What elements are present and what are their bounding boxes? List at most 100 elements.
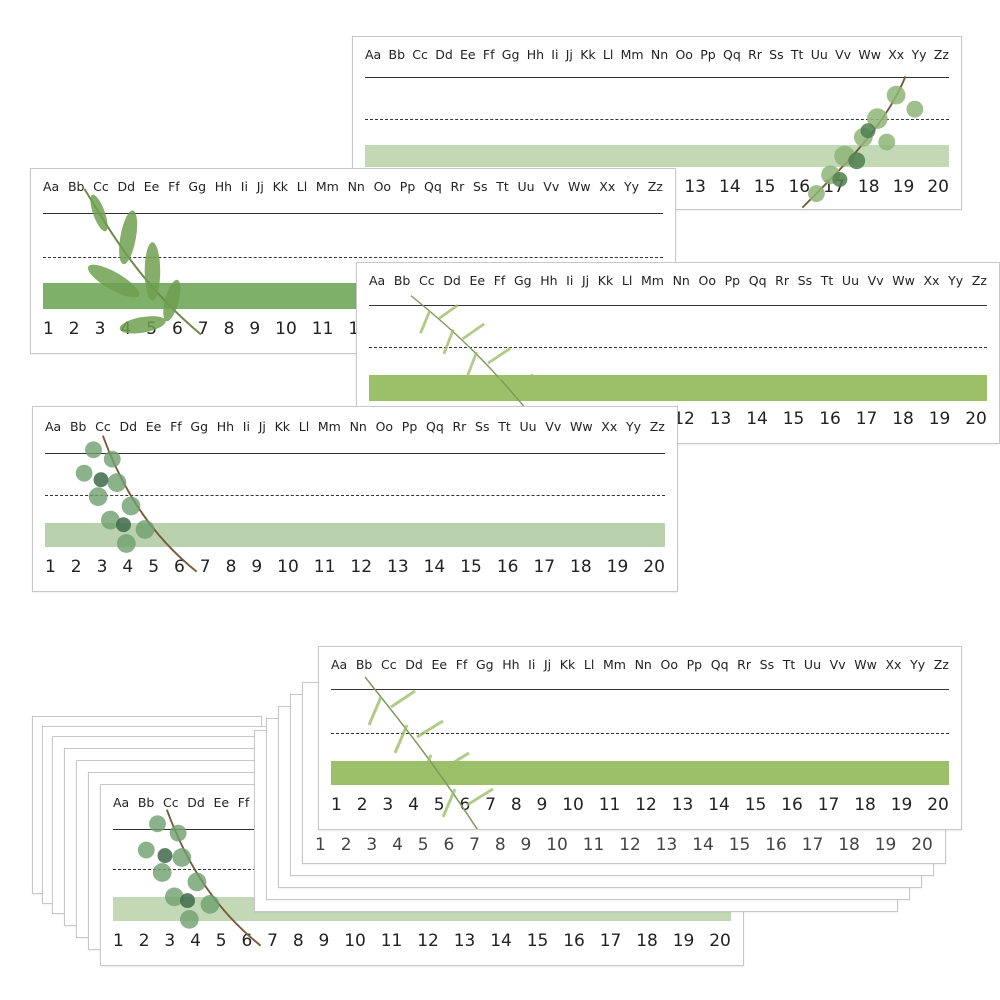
- alphabet-letter: Zz: [647, 179, 663, 194]
- alphabet-letter: Ll: [621, 273, 633, 288]
- alphabet-letter: Oo: [375, 419, 394, 434]
- number-label: 15: [460, 557, 482, 577]
- number-label: 20: [927, 795, 949, 815]
- alphabet-letter: Rr: [775, 273, 789, 288]
- number-label: 16: [819, 409, 841, 429]
- alphabet-letter: Mm: [620, 47, 644, 62]
- alphabet-letter: Zz: [971, 273, 987, 288]
- alphabet-letter: Cc: [419, 273, 435, 288]
- number-label: 3: [382, 795, 394, 815]
- alphabet-letter: Jj: [543, 657, 552, 672]
- alphabet-letter: Pp: [399, 179, 416, 194]
- alphabet-letter: Yy: [948, 273, 964, 288]
- alphabet-letter: Gg: [513, 273, 532, 288]
- alphabet-letter: Tt: [496, 179, 509, 194]
- alphabet-letter: Nn: [347, 179, 365, 194]
- number-label: 15: [782, 409, 805, 429]
- alphabet-letter: Ee: [469, 273, 486, 288]
- number-label: 14: [746, 409, 768, 429]
- alphabet-letter: Xx: [599, 179, 616, 194]
- number-label: 17: [801, 835, 824, 855]
- number-label: 11: [311, 319, 334, 339]
- alphabet-letter: Jj: [258, 419, 266, 434]
- number-label: 5: [146, 319, 158, 339]
- alphabet-letter: Ww: [892, 273, 915, 288]
- number-label: 10: [344, 931, 366, 951]
- number-label: 6: [173, 557, 185, 577]
- middle-dashed-line: [331, 733, 949, 734]
- alphabet-letter: Mm: [315, 179, 339, 194]
- alphabet-letter: Ee: [143, 179, 160, 194]
- name-plate-card-f: Aa Bb Cc Dd Ee Ff Gg Hh Ii Jj Kk Ll Mm Nn Oo Pp Qq Rr Ss Tt…: [318, 646, 962, 830]
- alphabet-letter: Ss: [797, 273, 813, 288]
- number-label: 1: [113, 931, 124, 951]
- number-label: 4: [120, 319, 132, 339]
- number-label: 13: [655, 835, 678, 855]
- alphabet-letter: Ww: [854, 657, 877, 672]
- alphabet-letter: Yy: [911, 47, 927, 62]
- number-label: 7: [469, 835, 480, 855]
- alphabet-letter: Nn: [349, 419, 367, 434]
- alphabet-letter: Jj: [256, 179, 264, 194]
- alphabet-letter: Tt: [790, 47, 804, 62]
- alphabet-letter: Bb: [355, 657, 373, 672]
- number-label: 18: [570, 557, 592, 577]
- alphabet-letter: Ll: [296, 179, 308, 194]
- alphabet-letter: Mm: [640, 273, 664, 288]
- number-label: 11: [380, 931, 403, 951]
- alphabet-letter: Ii: [242, 419, 250, 434]
- name-plate-card-d: Aa Bb Cc Dd Ee Ff Gg Hh Ii Jj Kk Ll Mm Nn Oo Pp Qq Rr Ss Tt…: [32, 406, 678, 592]
- number-label: 16: [781, 795, 803, 815]
- alphabet-letter: Nn: [650, 47, 669, 62]
- top-writing-line: [369, 305, 987, 306]
- alphabet-letter: Rr: [452, 419, 467, 434]
- number-label: 1: [43, 319, 54, 339]
- number-label: 13: [671, 795, 694, 815]
- alphabet-letter: Tt: [498, 419, 511, 434]
- number-label: 2: [356, 795, 368, 815]
- alphabet-letter: Rr: [748, 47, 762, 62]
- number-label: 5: [148, 557, 160, 577]
- alphabet-letter: Gg: [501, 47, 520, 62]
- alphabet-letter: Gg: [188, 179, 207, 194]
- alphabet-letter: Vv: [867, 273, 884, 288]
- alphabet-letter: Aa: [365, 47, 382, 62]
- alphabet-letter: Kk: [597, 273, 614, 288]
- alphabet-letter: Zz: [933, 657, 949, 672]
- alphabet-row: Aa Bb Cc Dd Ee Ff Gg Hh Ii Jj Kk Ll Mm Nn Oo Pp Qq Rr Ss Tt…: [43, 179, 663, 194]
- number-label: 7: [485, 795, 496, 815]
- number-label: 2: [340, 835, 352, 855]
- alphabet-letter: Qq: [723, 47, 741, 62]
- alphabet-letter: Ee: [213, 795, 230, 810]
- number-label: 1: [315, 835, 326, 855]
- alphabet-letter: Qq: [426, 419, 444, 434]
- number-label: 4: [122, 557, 134, 577]
- number-label: 20: [709, 931, 731, 951]
- alphabet-letter: Ss: [473, 179, 488, 194]
- alphabet-letter: Pp: [724, 273, 741, 288]
- alphabet-letter: Dd: [119, 419, 138, 434]
- number-label: 19: [606, 557, 629, 577]
- alphabet-letter: Bb: [67, 179, 85, 194]
- alphabet-letter: Ll: [583, 657, 595, 672]
- number-label: 11: [598, 795, 621, 815]
- number-label: 13: [387, 557, 409, 577]
- number-label: 4: [190, 931, 201, 951]
- number-label: 19: [672, 931, 695, 951]
- alphabet-letter: Uu: [519, 419, 537, 434]
- alphabet-letter: Vv: [545, 419, 562, 434]
- alphabet-letter: Dd: [405, 657, 423, 672]
- number-label: 19: [928, 409, 951, 429]
- alphabet-letter: Xx: [885, 657, 902, 672]
- alphabet-letter: Hh: [540, 273, 558, 288]
- number-label: 7: [267, 931, 278, 951]
- alphabet-letter: Cc: [381, 657, 397, 672]
- number-label: 13: [684, 177, 706, 197]
- alphabet-letter: Jj: [581, 273, 590, 288]
- alphabet-letter: Gg: [190, 419, 209, 434]
- number-label: 1: [45, 557, 56, 577]
- number-label: 5: [433, 795, 445, 815]
- number-label: 9: [318, 931, 330, 951]
- alphabet-row: Aa Bb Cc Dd Ee Ff Gg Hh Ii Jj Kk Ll Mm Nn Oo Pp Qq Rr Ss Tt…: [45, 419, 665, 434]
- number-label: 16: [563, 931, 585, 951]
